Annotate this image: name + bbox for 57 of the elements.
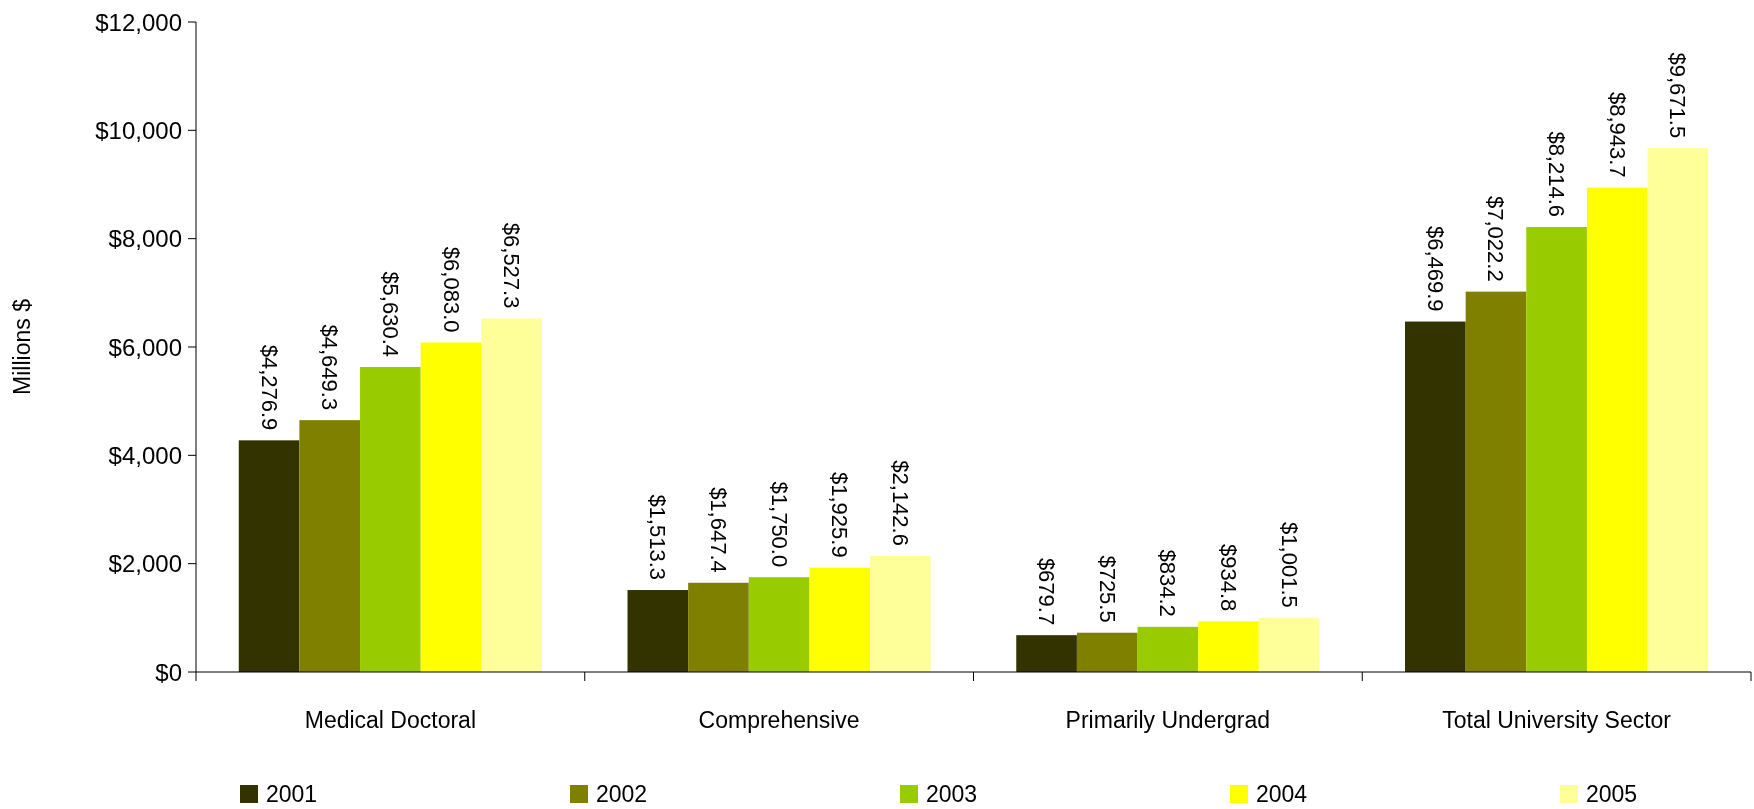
data-label: $7,022.2 xyxy=(1483,195,1509,282)
bar xyxy=(1016,635,1077,672)
bar xyxy=(1647,148,1709,672)
data-label: $9,671.5 xyxy=(1665,52,1691,139)
legend-label: 2005 xyxy=(1586,781,1638,807)
data-label: $8,214.6 xyxy=(1544,131,1570,218)
data-label: $6,469.9 xyxy=(1422,225,1448,312)
bar xyxy=(481,318,542,672)
y-tick-label: $12,000 xyxy=(95,8,182,36)
data-label: $1,750.0 xyxy=(766,481,792,568)
y-tick-label: $0 xyxy=(155,658,182,686)
y-tick-label: $10,000 xyxy=(95,116,182,144)
bar xyxy=(809,567,871,672)
y-tick-label: $4,000 xyxy=(108,441,182,469)
data-label: $934.8 xyxy=(1216,544,1242,612)
bar xyxy=(420,342,482,672)
legend-label: 2001 xyxy=(266,781,318,807)
bar xyxy=(360,367,421,672)
data-label: $6,083.0 xyxy=(438,246,464,333)
data-label: $8,943.7 xyxy=(1604,91,1630,178)
data-label: $2,142.6 xyxy=(887,460,913,546)
y-tick-label: $2,000 xyxy=(108,550,182,578)
bar xyxy=(1405,321,1466,672)
x-tick-label: Total University Sector xyxy=(1442,707,1672,733)
data-label: $1,647.4 xyxy=(705,487,731,573)
bar xyxy=(870,555,931,672)
legend-label: 2002 xyxy=(596,781,648,807)
y-tick-label: $8,000 xyxy=(108,225,182,253)
data-label: $4,649.3 xyxy=(317,324,343,411)
bar xyxy=(627,590,689,672)
data-label: $725.5 xyxy=(1094,555,1120,623)
data-label: $1,925.9 xyxy=(827,472,853,558)
legend-label: 2004 xyxy=(1256,781,1308,807)
data-label: $5,630.4 xyxy=(377,271,403,358)
bar xyxy=(1258,617,1320,672)
bar xyxy=(1465,291,1527,672)
bar xyxy=(299,420,361,672)
data-label: $1,001.5 xyxy=(1276,522,1302,608)
x-tick-label: Comprehensive xyxy=(698,707,860,733)
bar xyxy=(1198,621,1259,672)
x-tick-label: Primarily Undergrad xyxy=(1065,707,1271,733)
bar xyxy=(238,440,300,672)
data-label: $679.7 xyxy=(1034,557,1060,626)
legend-label: 2003 xyxy=(926,781,978,807)
y-axis-title: Millions $ xyxy=(9,298,35,395)
bar xyxy=(1586,187,1648,672)
bar xyxy=(1076,632,1138,672)
x-tick-label: Medical Doctoral xyxy=(304,707,477,733)
y-tick-label: $6,000 xyxy=(108,333,182,361)
bar xyxy=(1137,626,1199,672)
bar xyxy=(748,577,810,672)
data-label: $834.2 xyxy=(1155,549,1181,617)
data-label: $4,276.9 xyxy=(256,344,282,431)
bar xyxy=(688,582,749,672)
data-label: $1,513.3 xyxy=(645,494,671,581)
data-label: $6,527.3 xyxy=(499,222,525,309)
bar xyxy=(1526,227,1587,672)
